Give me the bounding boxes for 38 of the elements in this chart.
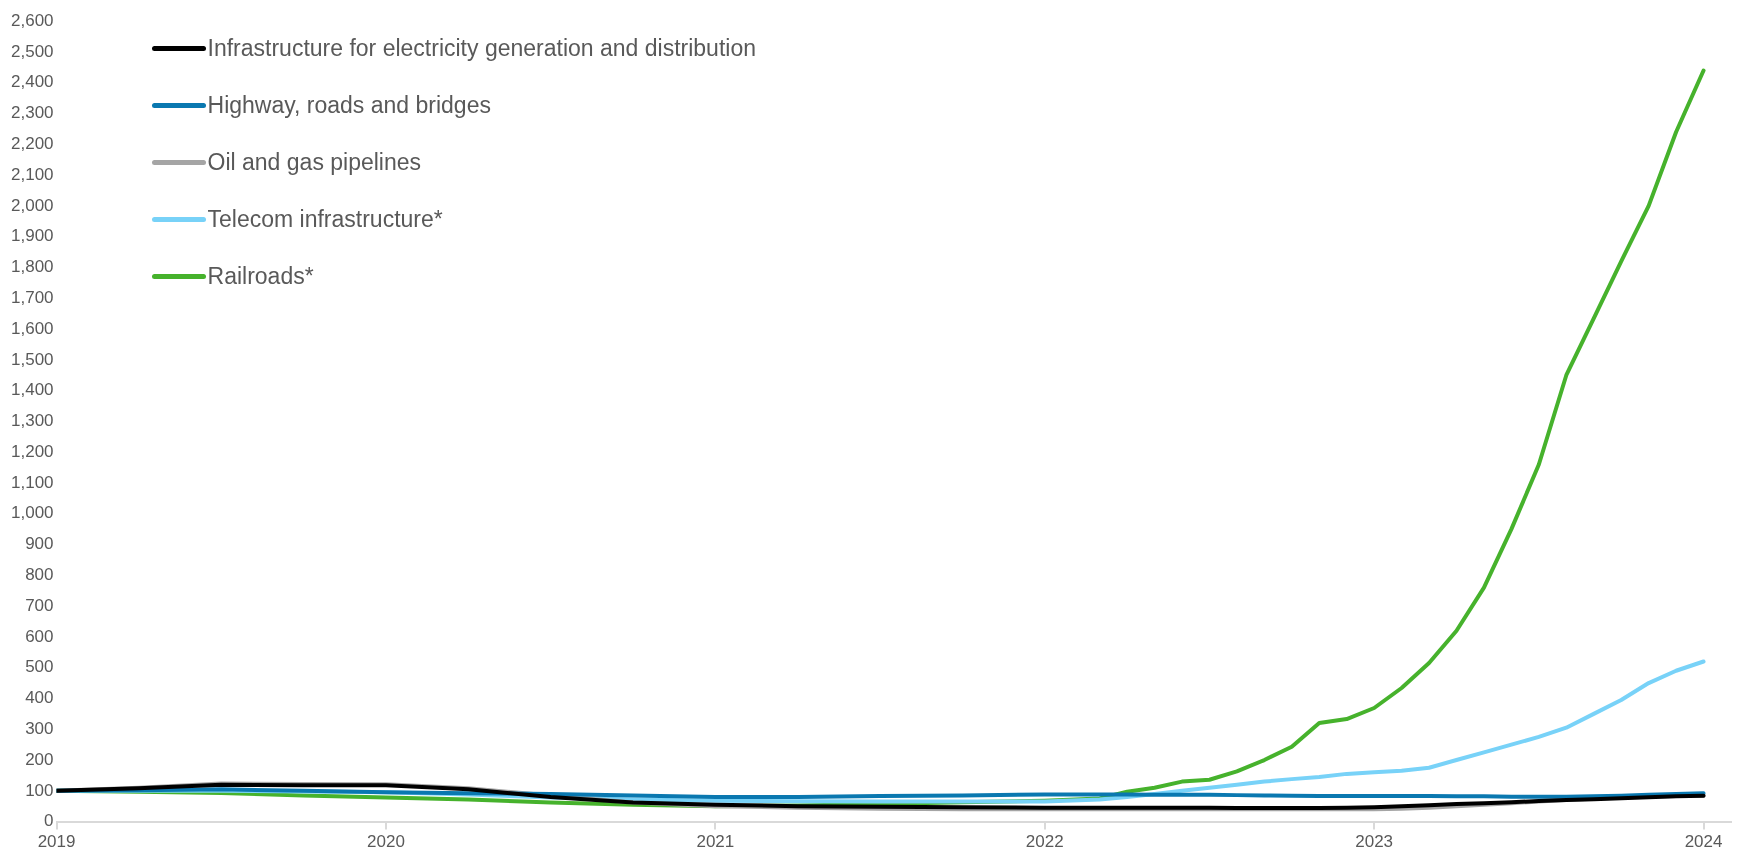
y-tick-label: 2,000 — [10, 195, 54, 215]
y-tick-label: 100 — [25, 780, 54, 800]
y-tick-label: 1,100 — [10, 472, 54, 492]
y-tick-label: 1,700 — [10, 287, 54, 307]
y-tick-label: 2,400 — [10, 72, 54, 92]
y-tick-label: 400 — [25, 688, 54, 708]
y-tick-label: 2,600 — [10, 10, 54, 30]
legend-label: Telecom infrastructure* — [207, 205, 443, 233]
legend-label: Highway, roads and bridges — [207, 91, 491, 119]
y-tick-label: 1,000 — [10, 503, 54, 523]
y-tick-label: 2,100 — [10, 164, 54, 184]
y-tick-label: 600 — [25, 626, 54, 646]
y-tick-label: 1,600 — [10, 318, 54, 338]
x-tick-label: 2022 — [1025, 832, 1064, 852]
y-tick-label: 1,800 — [10, 257, 54, 277]
x-tick-label: 2019 — [37, 832, 76, 852]
x-tick-label: 2021 — [696, 832, 735, 852]
y-tick-label: 500 — [25, 657, 54, 677]
x-tick-label: 2023 — [1355, 832, 1394, 852]
y-tick-label: 700 — [25, 595, 54, 615]
y-tick-label: 2,200 — [10, 134, 54, 154]
y-tick-label: 800 — [25, 565, 54, 585]
y-tick-label: 200 — [25, 749, 54, 769]
y-tick-label: 300 — [25, 718, 54, 738]
x-tick-label: 2024 — [1684, 832, 1723, 852]
legend-label: Railroads* — [207, 262, 314, 290]
legend-label: Infrastructure for electricity generation and distribution — [207, 34, 756, 62]
y-tick-label: 1,500 — [10, 349, 54, 369]
legend-label: Oil and gas pipelines — [207, 148, 422, 176]
y-tick-label: 1,200 — [10, 441, 54, 461]
y-tick-label: 900 — [25, 534, 54, 554]
y-tick-label: 1,400 — [10, 380, 54, 400]
y-tick-label: 2,500 — [10, 41, 54, 61]
y-tick-label: 1,300 — [10, 411, 54, 431]
y-tick-label: 2,300 — [10, 103, 54, 123]
y-tick-label: 1,900 — [10, 226, 54, 246]
y-tick-label: 0 — [44, 811, 54, 831]
x-tick-label: 2020 — [367, 832, 405, 852]
